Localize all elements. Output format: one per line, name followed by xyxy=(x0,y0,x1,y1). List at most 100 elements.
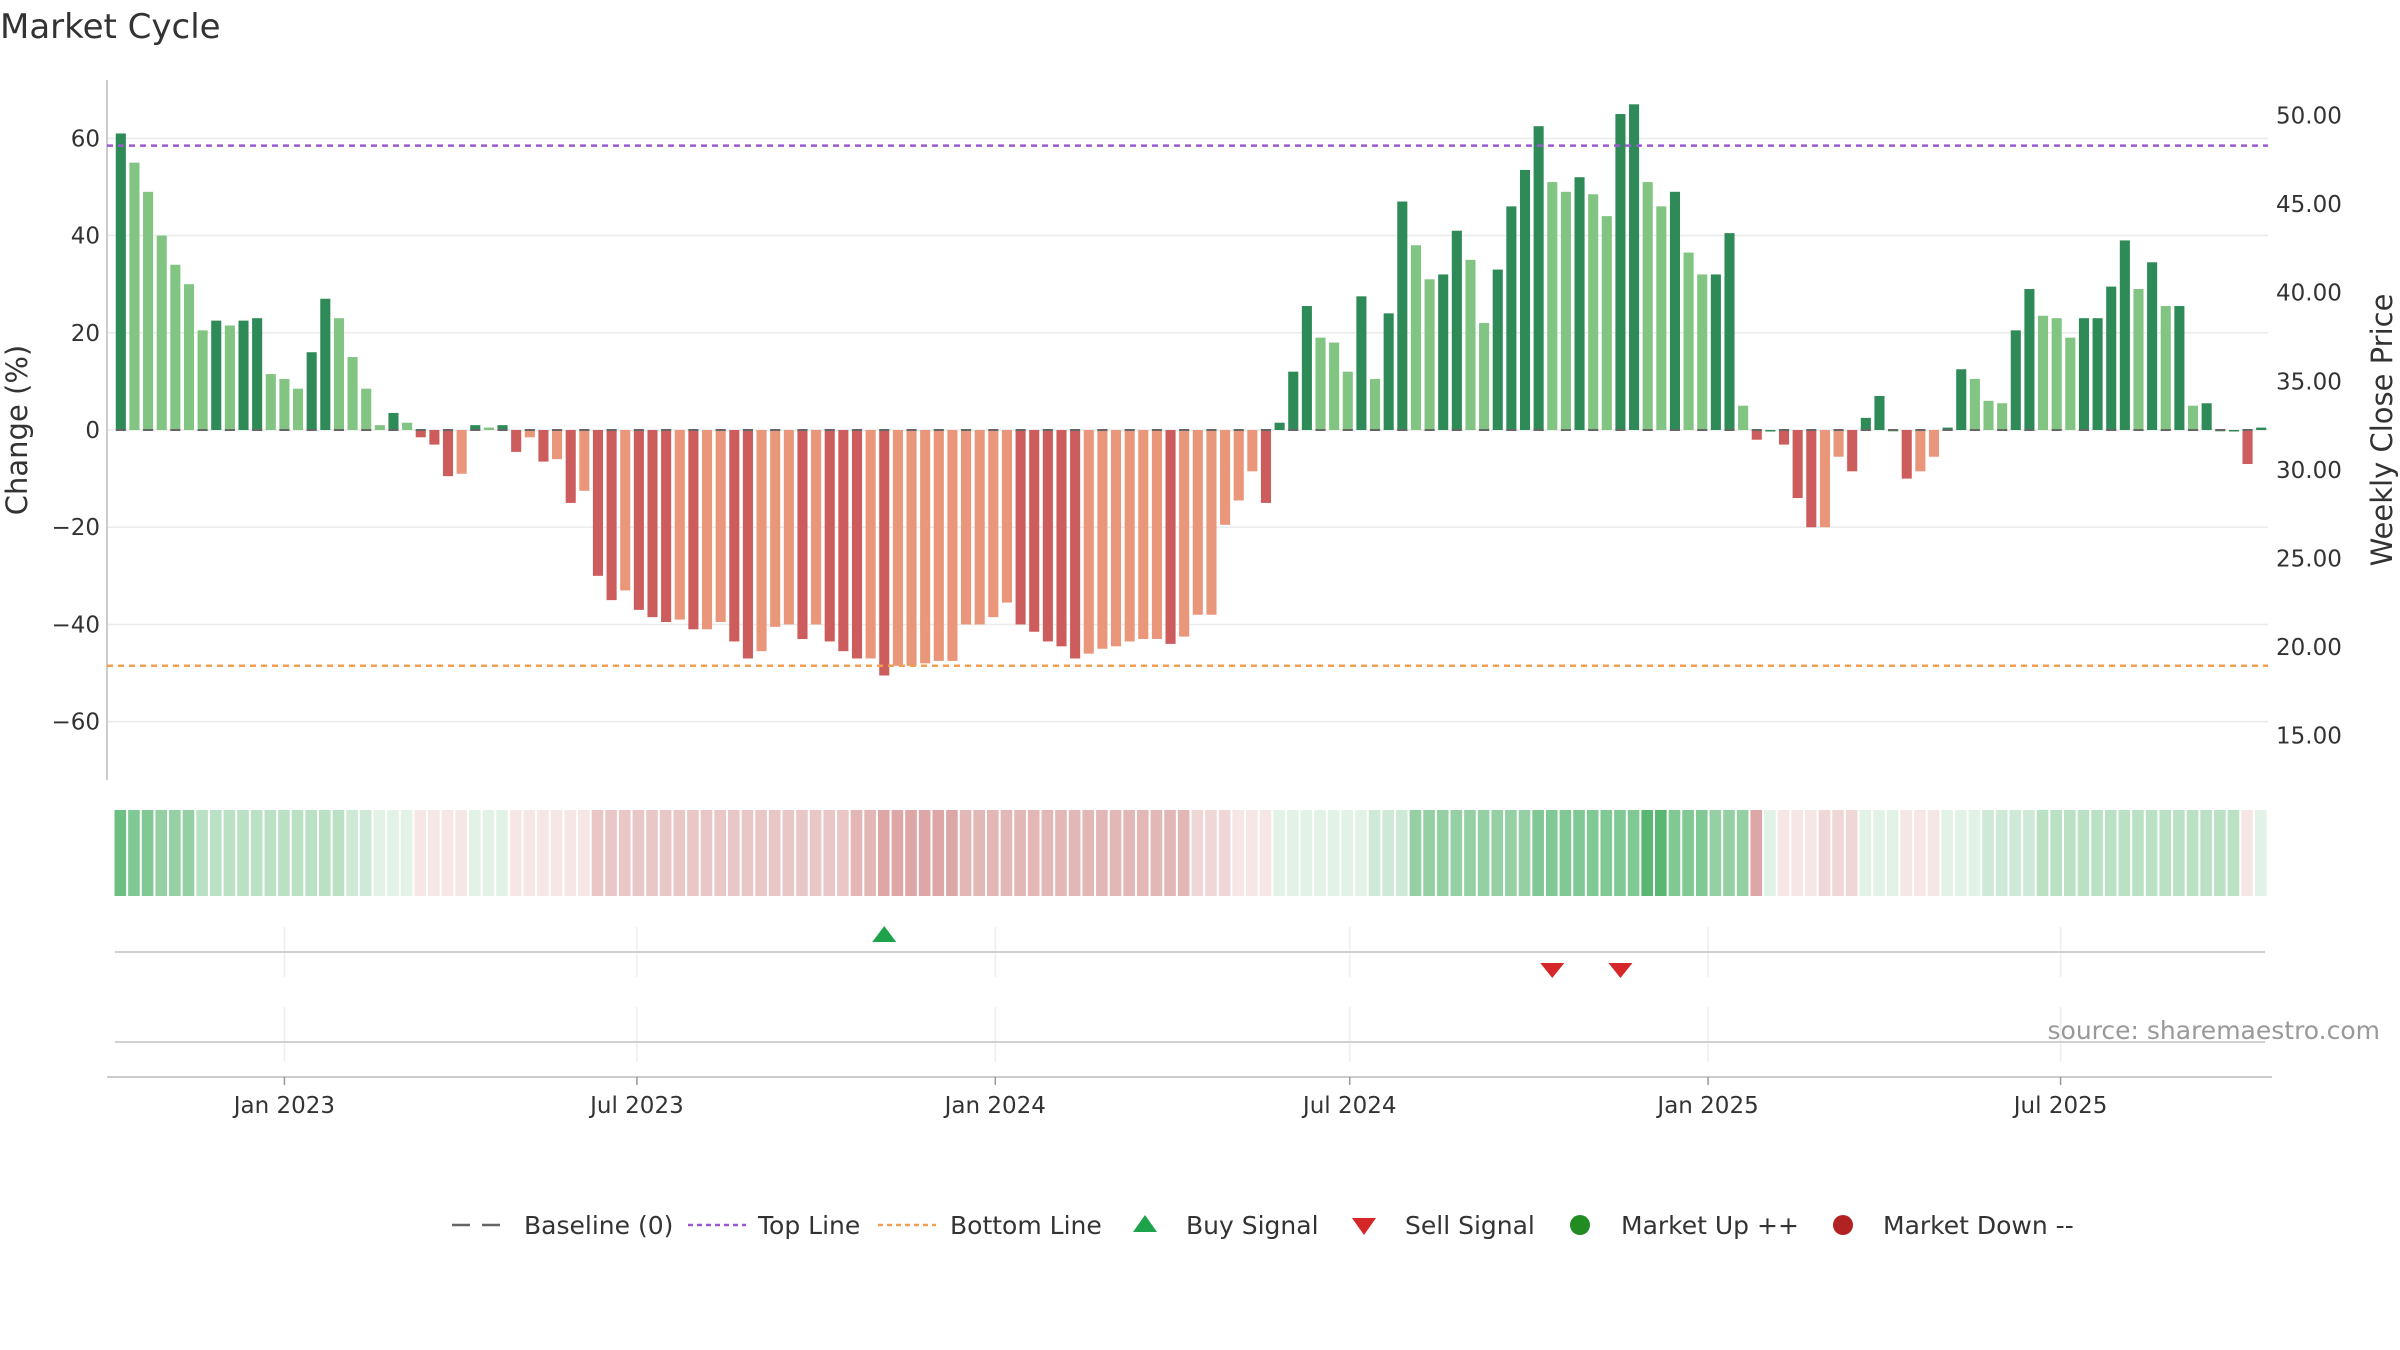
signal-markers xyxy=(872,926,1633,978)
triangle-up-icon xyxy=(1133,1215,1157,1232)
change-bar xyxy=(1424,279,1435,430)
legend-label: Buy Signal xyxy=(1186,1211,1319,1240)
heat-cell xyxy=(1586,810,1599,896)
change-bar xyxy=(1874,395,1885,430)
change-bar xyxy=(620,430,631,591)
change-bar xyxy=(388,412,399,430)
heat-cell xyxy=(1150,810,1163,896)
heat-cell xyxy=(1682,810,1694,896)
change-bar xyxy=(1601,216,1612,430)
change-bars xyxy=(115,104,2267,676)
change-bar xyxy=(1751,430,1762,440)
heat-cell xyxy=(1436,810,1449,896)
heat-cell xyxy=(1286,810,1299,896)
heat-cell xyxy=(550,810,563,896)
change-bar xyxy=(470,425,481,430)
heat-cell xyxy=(659,810,672,896)
change-bar xyxy=(279,378,290,430)
change-bar xyxy=(442,430,454,477)
heat-cell xyxy=(1968,810,1981,896)
change-bar xyxy=(224,325,235,430)
change-bar xyxy=(1206,430,1217,615)
change-bar xyxy=(1083,430,1094,654)
heat-cell xyxy=(1600,810,1613,896)
y2-tick-label: 40.00 xyxy=(2276,281,2342,307)
heat-cell xyxy=(1123,810,1135,896)
legend-label: Sell Signal xyxy=(1405,1211,1535,1240)
change-bar xyxy=(402,422,413,430)
heat-cell xyxy=(1464,810,1476,896)
change-bar xyxy=(1070,430,1081,659)
heat-cell xyxy=(114,810,127,896)
x-tick-label: Jan 2023 xyxy=(232,1093,335,1119)
change-bar xyxy=(1029,430,1040,632)
change-bar xyxy=(2147,262,2158,430)
heat-cell xyxy=(155,810,168,896)
heat-cell xyxy=(823,810,836,896)
heat-cell xyxy=(714,810,726,896)
change-bar xyxy=(2201,403,2212,430)
heat-cell xyxy=(1191,810,1204,896)
change-bar xyxy=(265,374,276,430)
legend-label: Market Down -- xyxy=(1883,1211,2074,1240)
heat-cell xyxy=(1477,810,1490,896)
change-bar xyxy=(1001,430,1012,603)
y-tick-label: −60 xyxy=(51,710,100,736)
change-bar xyxy=(1138,430,1149,640)
sell-signal-marker xyxy=(1608,963,1633,978)
y-tick-label: −20 xyxy=(51,515,100,541)
heat-cell xyxy=(1709,810,1722,896)
heat-cell xyxy=(646,810,658,896)
heat-cell xyxy=(1982,810,1994,896)
triangle-down-icon xyxy=(1352,1218,1376,1235)
heat-cell xyxy=(1014,810,1026,896)
heat-cell xyxy=(2241,810,2253,896)
heat-cell xyxy=(1409,810,1422,896)
heat-cell xyxy=(1368,810,1381,896)
legend: Baseline (0) Top Line Bottom Line Buy Signa… xyxy=(452,1211,2074,1240)
heat-cell xyxy=(1109,810,1122,896)
x-tick-label: Jan 2025 xyxy=(1655,1093,1758,1119)
change-bar xyxy=(1356,296,1367,430)
legend-label: Baseline (0) xyxy=(524,1211,673,1240)
heat-cell xyxy=(278,810,290,896)
heat-cell xyxy=(905,810,917,896)
change-bar xyxy=(1301,306,1312,430)
change-bar xyxy=(974,430,985,625)
change-bar xyxy=(1656,206,1667,430)
change-bar xyxy=(811,430,822,625)
change-bar xyxy=(347,357,358,430)
change-bar xyxy=(1097,430,1108,649)
heat-cell xyxy=(2173,810,2185,896)
change-bar xyxy=(742,430,753,659)
change-bar xyxy=(1683,252,1694,430)
change-bar xyxy=(143,191,154,430)
change-bar xyxy=(524,430,535,438)
x-tick-label: Jul 2025 xyxy=(2012,1093,2108,1119)
change-bar xyxy=(1519,169,1531,431)
change-bar xyxy=(606,430,617,601)
change-bar xyxy=(661,430,672,623)
heat-cell xyxy=(1627,810,1640,896)
heat-cell xyxy=(591,810,604,896)
y-tick-label: 20 xyxy=(71,321,100,347)
heat-cell xyxy=(1818,810,1831,896)
change-bar xyxy=(415,430,426,438)
change-bar xyxy=(1738,405,1749,430)
heat-cell xyxy=(1177,810,1190,896)
change-bar xyxy=(2010,330,2021,430)
change-bar xyxy=(592,430,604,576)
change-bar xyxy=(797,430,808,640)
legend-item: Top Line xyxy=(688,1211,860,1240)
heat-cell xyxy=(1559,810,1572,896)
change-bar xyxy=(1669,191,1681,430)
heat-cell xyxy=(2077,810,2090,896)
change-bar xyxy=(1956,369,1967,430)
heat-cell xyxy=(618,810,631,896)
change-bar xyxy=(1942,427,1953,430)
change-bar xyxy=(1983,400,1994,430)
heat-cell xyxy=(973,810,986,896)
x-tick-label: Jul 2024 xyxy=(1301,1093,1397,1119)
heat-cell xyxy=(2159,810,2172,896)
change-bar xyxy=(211,320,222,430)
